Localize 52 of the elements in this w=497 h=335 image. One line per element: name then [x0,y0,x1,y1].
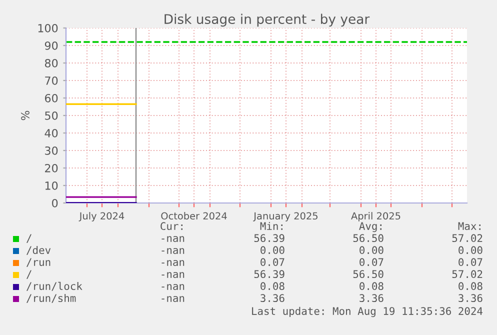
chart-title: Disk usage in percent - by year [164,14,370,27]
y-tick-label: 50 [45,111,58,120]
text: -nan [162,284,184,290]
x-tick-label: October 2024 [161,212,227,220]
text: 0.00 [458,246,482,254]
y-tick-label: 30 [45,146,58,155]
text: 56.50 [353,270,384,278]
text: -nan [162,236,184,242]
text: 0.08 [458,282,482,290]
y-tick-label: 80 [44,58,58,68]
text: 0.08 [360,282,384,290]
text: 57.02 [452,234,482,242]
text: -nan [162,248,184,254]
text: 3.36 [458,294,482,302]
text: -nan [162,296,184,302]
y-tick-label: 100 [38,24,58,32]
text: 0.07 [260,258,284,266]
text: -nan [162,260,184,266]
legend-label: /dev [26,246,51,255]
text: Min: [260,222,282,230]
text: Last update: Mon Aug 19 11:35:36 2024 [252,306,483,318]
y-tick-label: 70 [45,76,58,85]
y-tick-label: 0 [52,198,58,208]
legend-label: /run/lock [26,282,82,291]
legend-label: / [26,234,32,243]
y-tick-label: 40 [44,128,58,138]
x-tick-label: January 2025 [253,212,318,222]
text: 56.39 [254,270,284,278]
text: 0.07 [360,258,384,266]
x-tick-label: July 2024 [78,212,124,222]
text: 0.00 [260,246,284,254]
legend-label: /run/shm [26,294,76,303]
y-tick-label: 60 [45,94,58,102]
text: 3.36 [260,294,284,302]
y-tick-label: 10 [45,181,58,190]
text: 0.07 [458,258,482,266]
y-tick-label: 90 [44,41,58,50]
y-tick-label: 20 [45,164,58,172]
text: 57.02 [452,270,482,278]
y-axis-title: % [21,110,30,120]
text: 56.50 [353,234,384,242]
text: Avg: [359,222,382,232]
text: Cur: [160,222,182,230]
x-tick-label: April 2025 [351,212,400,222]
text: Max: [458,222,480,230]
text: 3.36 [360,294,384,302]
text: 0.08 [260,282,284,290]
text: 0.00 [360,246,384,254]
text: 56.39 [254,234,284,242]
text: -nan [162,272,184,278]
legend-label: / [26,270,32,279]
legend-label: /run [26,258,50,267]
